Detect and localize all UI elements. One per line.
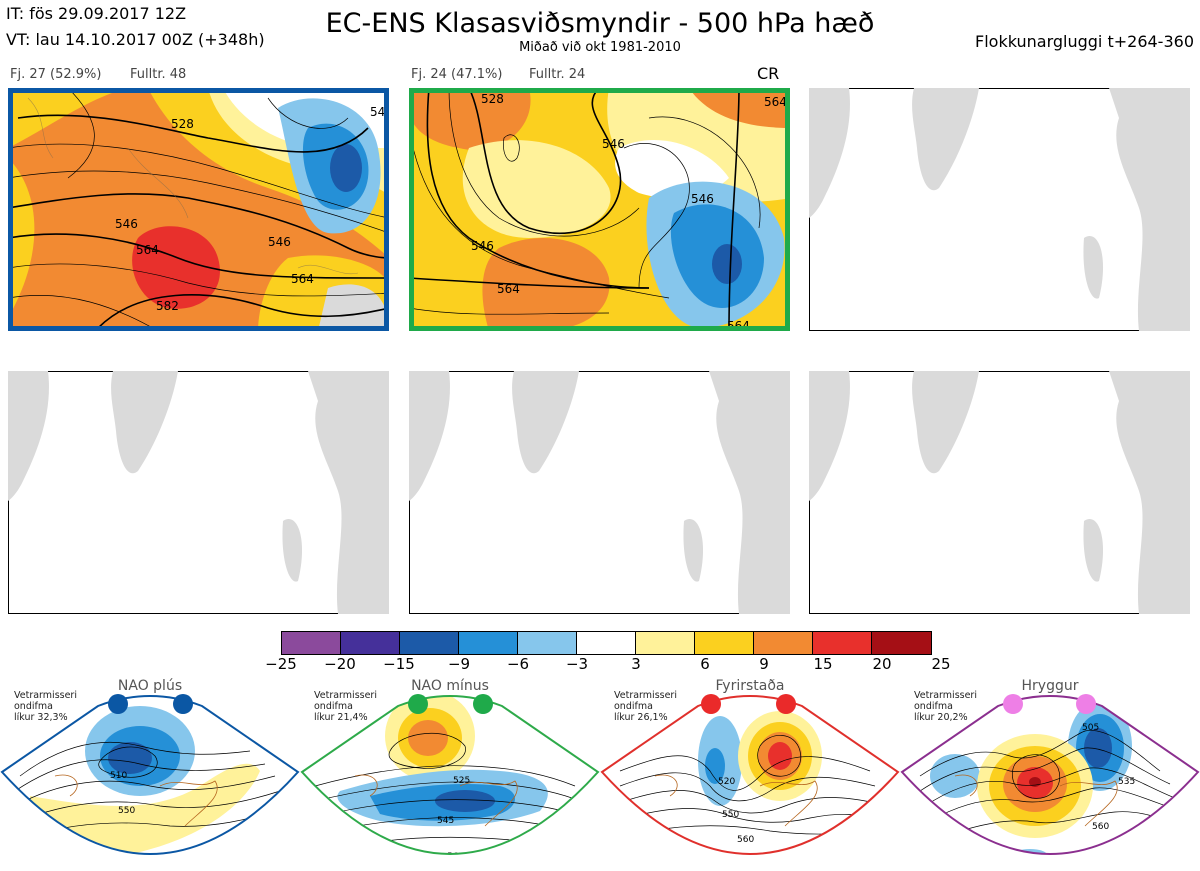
colorbar-tick: −25 [265, 655, 297, 673]
regime-title: NAO mínus [411, 678, 489, 694]
colorbar-cell [813, 632, 872, 654]
regime-blocking[interactable]: 520 550 560 Fyrirstaða Vetrarmisseri ond… [600, 676, 900, 871]
colorbar-cell [282, 632, 341, 654]
regime-nao-plus[interactable]: 510 550 NAO plús Vetrarmisseri ondifma l… [0, 676, 300, 871]
contour-label: 560 [737, 835, 754, 845]
panel-1-count: Fj. 27 (52.9%) [10, 67, 102, 82]
contour-label: 545 [437, 816, 454, 826]
regime-title: Fyrirstaða [715, 678, 785, 694]
colorbar-tick: 15 [813, 655, 833, 673]
regime-nao-minus[interactable]: 525 545 565 NAO mínus Vetrarmisseri ondi… [300, 676, 600, 871]
colorbar-tick: −6 [506, 655, 530, 673]
contour-label: 582 [156, 299, 179, 313]
contour-label: 564 [291, 272, 314, 286]
panel-2-tag: CR [757, 64, 780, 83]
contour-label: 564 [764, 95, 787, 109]
contour-label: 564 [136, 243, 159, 257]
contour-label: 564 [497, 282, 520, 296]
page-title: EC-ENS Klasasviðsmyndir - 500 hPa hæð [325, 8, 875, 39]
contour-label: 528 [481, 92, 504, 106]
panel-1-control: Fulltr. 48 [130, 67, 187, 82]
colorbar-cell [872, 632, 931, 654]
contour-label: 510 [110, 771, 127, 781]
contour-label: 505 [1082, 723, 1099, 733]
panel-2-control: Fulltr. 24 [529, 67, 586, 82]
colorbar-tick: 3 [631, 655, 641, 673]
contour-label: 546 [268, 235, 291, 249]
contour-label: 54 [370, 105, 385, 119]
regime-note: Vetrarmisseri ondifma líkur 26,1% [614, 690, 677, 723]
regime-note: Vetrarmisseri ondifma líkur 32,3% [14, 690, 77, 723]
valid-time: VT: lau 14.10.2017 00Z (+348h) [6, 30, 265, 49]
cluster-map-1[interactable]: 528 546 546 564 564 582 54 [8, 88, 389, 331]
init-time: IT: fös 29.09.2017 12Z [6, 4, 187, 23]
contour-label: 525 [453, 776, 470, 786]
contour-label: 546 [691, 192, 714, 206]
cluster-map-2[interactable]: 546 528 546 546 564 564 564 [409, 88, 790, 331]
colorbar-tick: −3 [565, 655, 589, 673]
panel-2-count: Fj. 24 (47.1%) [411, 67, 503, 82]
colorbar-cell [459, 632, 518, 654]
contour-label: 546 [471, 239, 494, 253]
cluster-map-5[interactable] [409, 371, 790, 614]
contour-label: 560 [1092, 822, 1109, 832]
colorbar-cell [636, 632, 695, 654]
regime-ridge[interactable]: 505 535 560 Hryggur Vetrarmisseri ondifm… [900, 676, 1200, 871]
colorbar-cell [577, 632, 636, 654]
contour-label: 550 [722, 810, 739, 820]
regime-title: NAO plús [117, 678, 183, 694]
cluster-map-6[interactable] [809, 371, 1190, 614]
colorbar-tick: −15 [383, 655, 415, 673]
page-subtitle: Miðað við okt 1981-2010 [519, 40, 681, 55]
colorbar-cell [695, 632, 754, 654]
regime-title: Hryggur [1021, 678, 1079, 694]
colorbar-cell [754, 632, 813, 654]
colorbar-tick: 6 [700, 655, 710, 673]
cluster-map-4[interactable] [8, 371, 389, 614]
colorbar-tick: 9 [759, 655, 769, 673]
colorbar-cell [341, 632, 400, 654]
contour-label: 550 [118, 806, 135, 816]
contour-label: 546 [602, 137, 625, 151]
clustering-window: Flokkunargluggi t+264-360 [975, 32, 1194, 51]
colorbar [281, 631, 932, 655]
colorbar-tick: 25 [931, 655, 951, 673]
colorbar-cell [400, 632, 459, 654]
colorbar-cell [518, 632, 577, 654]
regime-note: Vetrarmisseri ondifma líkur 21,4% [314, 690, 377, 723]
colorbar-tick: 20 [872, 655, 892, 673]
colorbar-tick: −20 [324, 655, 356, 673]
contour-label: 535 [1118, 777, 1135, 787]
contour-label: 520 [718, 777, 735, 787]
contour-label: 546 [115, 217, 138, 231]
colorbar-tick: −9 [447, 655, 471, 673]
contour-label: 528 [171, 117, 194, 131]
cluster-map-3[interactable] [809, 88, 1190, 331]
regime-note: Vetrarmisseri ondifma líkur 20,2% [914, 690, 977, 723]
